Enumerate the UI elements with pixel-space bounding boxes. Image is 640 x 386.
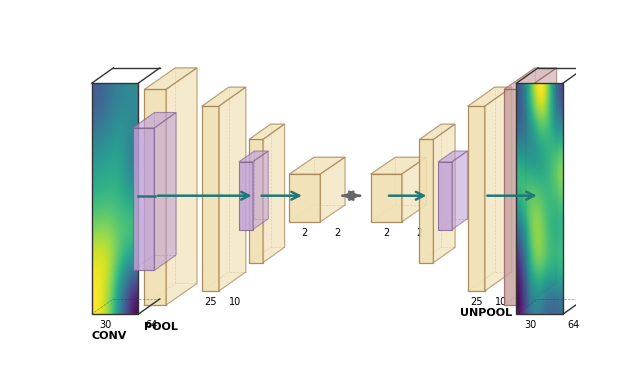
Text: 25: 25 xyxy=(204,297,216,307)
Text: 2: 2 xyxy=(335,228,340,238)
Text: 2: 2 xyxy=(301,228,308,238)
Text: 2: 2 xyxy=(383,228,389,238)
Text: 10: 10 xyxy=(229,297,241,307)
Polygon shape xyxy=(504,90,525,305)
Polygon shape xyxy=(132,113,176,128)
Polygon shape xyxy=(433,124,455,263)
Polygon shape xyxy=(467,107,484,291)
Polygon shape xyxy=(132,128,154,270)
Polygon shape xyxy=(289,174,320,222)
Text: 2: 2 xyxy=(416,228,422,238)
Polygon shape xyxy=(202,107,219,291)
Text: 30: 30 xyxy=(99,320,112,330)
Polygon shape xyxy=(219,87,246,291)
Polygon shape xyxy=(253,151,268,230)
Polygon shape xyxy=(371,157,426,174)
Polygon shape xyxy=(419,139,433,263)
Polygon shape xyxy=(239,151,268,162)
Polygon shape xyxy=(239,162,253,230)
Polygon shape xyxy=(263,124,285,263)
Polygon shape xyxy=(154,113,176,270)
Text: 10: 10 xyxy=(495,297,507,307)
Text: CONV: CONV xyxy=(92,331,127,341)
Polygon shape xyxy=(202,87,246,107)
Polygon shape xyxy=(419,124,455,139)
Polygon shape xyxy=(525,68,557,305)
Polygon shape xyxy=(504,68,557,90)
Polygon shape xyxy=(452,151,467,230)
Text: 25: 25 xyxy=(470,297,483,307)
Text: UNPOOL: UNPOOL xyxy=(460,308,512,318)
Polygon shape xyxy=(166,68,197,305)
Polygon shape xyxy=(371,174,402,222)
Polygon shape xyxy=(145,90,166,305)
Text: 64: 64 xyxy=(145,320,157,330)
Text: 30: 30 xyxy=(524,320,536,330)
Polygon shape xyxy=(320,157,345,222)
Text: POOL: POOL xyxy=(145,322,178,332)
Polygon shape xyxy=(467,87,511,107)
Polygon shape xyxy=(145,68,197,90)
Polygon shape xyxy=(484,87,511,291)
Polygon shape xyxy=(438,151,467,162)
Polygon shape xyxy=(289,157,345,174)
Polygon shape xyxy=(438,162,452,230)
Polygon shape xyxy=(249,139,263,263)
Polygon shape xyxy=(249,124,285,139)
Text: 64: 64 xyxy=(568,320,580,330)
Polygon shape xyxy=(402,157,426,222)
